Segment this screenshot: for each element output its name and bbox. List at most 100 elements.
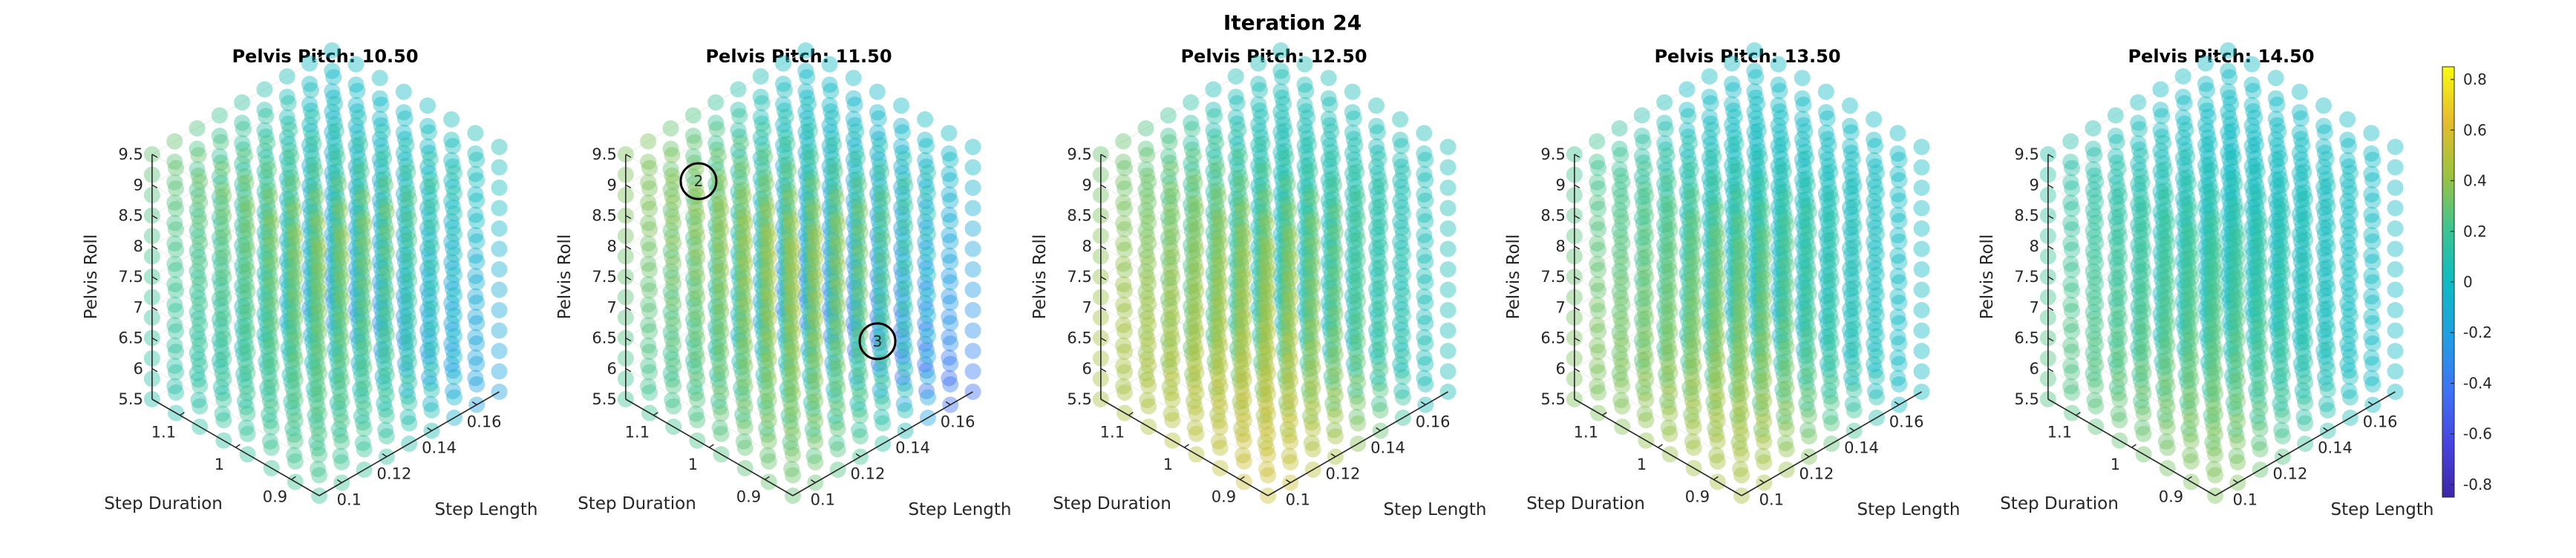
data-point [1417,295,1434,311]
data-point [419,301,436,318]
data-point [377,258,394,275]
data-point [710,290,727,307]
data-point [286,324,302,341]
data-point [2274,224,2291,240]
data-point [800,259,817,276]
data-point [941,370,958,387]
data-point [371,253,388,270]
data-point [2229,270,2246,287]
data-point [804,217,821,234]
data-point [350,191,367,208]
data-point [283,230,300,247]
data-point [374,225,391,242]
data-point [1137,120,1154,137]
data-point [711,358,728,375]
data-point [263,276,280,293]
data-point [797,83,814,99]
data-point [239,384,256,401]
data-point [419,158,436,175]
z-tick-label: 9.5 [2014,145,2039,163]
data-point [2229,352,2246,369]
data-point [662,202,679,218]
data-point [1117,303,1133,320]
data-point [238,235,255,252]
gridline [151,172,333,278]
z-tick-label: 8.5 [1067,207,1091,225]
data-point [2297,292,2314,309]
data-point [278,272,295,289]
data-point [1753,176,1770,193]
data-point [1800,347,1817,363]
data-point [897,177,914,194]
data-point [236,352,253,369]
data-point [799,191,816,209]
data-point [347,260,365,277]
data-point [752,272,769,289]
x-axis-label: Step Length [1383,500,1486,519]
data-point [2252,339,2269,355]
y-tick-label: 1.1 [625,424,650,442]
data-point [2088,337,2105,354]
z-axis-label: Pelvis Roll [1030,234,1050,320]
data-point [1661,242,1678,259]
data-point [1913,200,1930,217]
gridline [151,338,320,435]
data-point [826,387,843,404]
data-point [215,228,232,245]
data-point [942,213,959,229]
data-point [807,454,824,470]
data-point [283,250,300,267]
data-point [332,223,349,240]
data-point [353,306,370,323]
data-point [305,135,322,152]
data-point [445,178,461,195]
data-point [941,247,958,264]
data-point [214,222,231,239]
data-point [873,306,890,324]
data-point [238,317,255,334]
data-point [801,163,818,180]
data-point [330,237,347,254]
data-point [776,306,793,324]
data-point [1327,285,1344,302]
data-point [1614,378,1631,395]
data-point [1756,311,1773,328]
data-point [2319,341,2336,358]
data-point [302,143,319,160]
data-point [215,309,232,326]
data-point [2064,303,2080,320]
data-point [917,151,934,168]
data-point [1868,246,1885,263]
data-point [964,261,981,278]
data-point [308,433,325,450]
data-point [278,313,295,329]
data-point [422,171,439,188]
data-point [278,150,295,166]
data-point [776,122,793,140]
data-point [1638,269,1655,286]
data-point [1212,378,1229,395]
data-point [1590,344,1606,361]
data-point [730,326,747,343]
data-point [239,344,256,361]
data-point [846,137,863,154]
data-point [166,133,183,150]
data-point [1164,228,1181,245]
data-point [235,121,252,138]
data-point [897,341,914,358]
data-point [350,232,367,249]
data-point [799,171,816,188]
data-point [356,217,373,233]
z-tick-label: 8.5 [592,207,616,225]
data-point [378,428,395,444]
data-point [730,102,747,118]
data-point [371,70,388,87]
data-point [1327,326,1344,343]
data-point [1660,174,1677,191]
data-point [401,292,418,309]
data-point [1633,107,1650,124]
data-point [376,211,393,228]
data-point [845,253,862,270]
data-point [398,137,415,154]
data-point [420,348,437,365]
